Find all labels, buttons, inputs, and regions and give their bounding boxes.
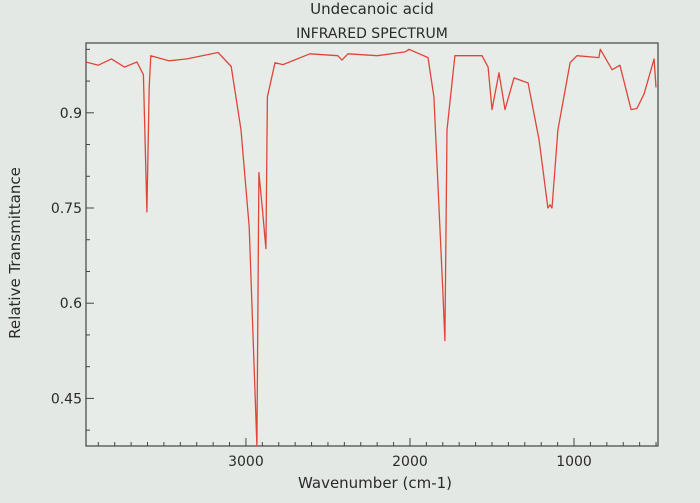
x-tick-label: 1000 — [556, 454, 592, 470]
chart-subtitle: INFRARED SPECTRUM — [296, 26, 448, 42]
x-tick-label: 3000 — [228, 454, 264, 470]
spectrum-line — [85, 48, 657, 447]
y-tick-label: 0.45 — [51, 391, 82, 407]
y-tick-label: 0.6 — [60, 296, 82, 312]
y-tick-label: 0.75 — [51, 201, 82, 217]
plot-area — [85, 42, 659, 447]
chart-title: Undecanoic acid — [310, 0, 434, 18]
y-axis-label: Relative Transmittance — [6, 167, 24, 339]
x-tick-label: 2000 — [392, 454, 428, 470]
y-tick-label: 0.9 — [60, 106, 82, 122]
x-axis-label: Wavenumber (cm-1) — [298, 474, 452, 492]
